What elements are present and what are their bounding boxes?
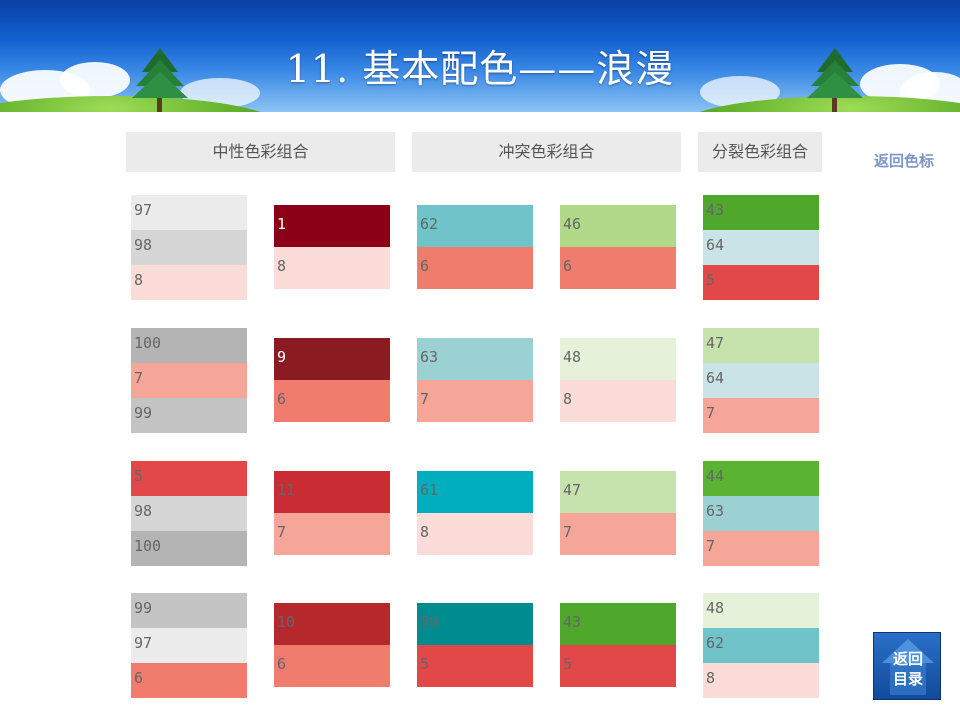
- color-swatch: 98: [131, 230, 247, 265]
- color-swatch: 46: [560, 205, 676, 247]
- color-swatch: 43: [703, 195, 819, 230]
- color-swatch: 6: [131, 663, 247, 698]
- conflict-palette: 63 7: [417, 338, 533, 422]
- color-swatch: 6: [560, 247, 676, 289]
- neutral-palette: 5 98 100: [131, 461, 247, 566]
- color-swatch: 8: [560, 380, 676, 422]
- color-swatch: 8: [703, 663, 819, 698]
- color-swatch: 64: [703, 230, 819, 265]
- color-swatch: 47: [703, 328, 819, 363]
- accent-palette: 9 6: [274, 338, 390, 422]
- column-header-conflict: 冲突色彩组合: [412, 132, 681, 172]
- accent-palette: 11 7: [274, 471, 390, 555]
- color-swatch: 63: [417, 338, 533, 380]
- color-swatch: 7: [560, 513, 676, 555]
- column-header-split: 分裂色彩组合: [698, 132, 822, 172]
- color-swatch: 5: [417, 645, 533, 687]
- tree-icon: [132, 48, 188, 112]
- tree-icon: [807, 48, 863, 112]
- color-swatch: 7: [703, 531, 819, 566]
- back-to-contents-button[interactable]: 返回 目录: [873, 632, 941, 700]
- color-swatch: 64: [703, 363, 819, 398]
- nav-button-line1: 返回: [892, 650, 923, 668]
- column-header-neutral: 中性色彩组合: [126, 132, 395, 172]
- color-swatch: 5: [131, 461, 247, 496]
- home-icon: [882, 639, 934, 695]
- split-palette: 47 64 7: [703, 328, 819, 433]
- accent-palette: 1 8: [274, 205, 390, 289]
- color-swatch: 62: [417, 205, 533, 247]
- conflict-palette: 59 5: [417, 603, 533, 687]
- color-swatch: 100: [131, 328, 247, 363]
- color-swatch: 8: [417, 513, 533, 555]
- color-swatch: 6: [274, 645, 390, 687]
- color-swatch: 63: [703, 496, 819, 531]
- color-swatch: 5: [703, 265, 819, 300]
- color-swatch: 11: [274, 471, 390, 513]
- conflict-palette: 61 8: [417, 471, 533, 555]
- nav-button-line2: 目录: [892, 670, 923, 688]
- cloud: [60, 62, 130, 98]
- split-palette: 43 64 5: [703, 195, 819, 300]
- color-swatch: 9: [274, 338, 390, 380]
- color-swatch: 99: [131, 593, 247, 628]
- conflict-palette: 46 6: [560, 205, 676, 289]
- color-swatch: 7: [417, 380, 533, 422]
- conflict-palette: 62 6: [417, 205, 533, 289]
- color-swatch: 62: [703, 628, 819, 663]
- neutral-palette: 99 97 6: [131, 593, 247, 698]
- color-swatch: 10: [274, 603, 390, 645]
- color-swatch: 7: [703, 398, 819, 433]
- conflict-palette: 43 5: [560, 603, 676, 687]
- color-swatch: 1: [274, 205, 390, 247]
- accent-palette: 10 6: [274, 603, 390, 687]
- color-swatch: 43: [560, 603, 676, 645]
- color-swatch: 6: [417, 247, 533, 289]
- color-swatch: 98: [131, 496, 247, 531]
- nav-button-label: 返回 目录: [874, 649, 940, 689]
- color-swatch: 8: [274, 247, 390, 289]
- color-swatch: 61: [417, 471, 533, 513]
- color-swatch: 5: [560, 645, 676, 687]
- page-title: 11. 基本配色——浪漫: [285, 47, 675, 91]
- header-banner: 11. 基本配色——浪漫: [0, 0, 960, 112]
- color-swatch: 97: [131, 628, 247, 663]
- color-swatch: 47: [560, 471, 676, 513]
- color-swatch: 7: [274, 513, 390, 555]
- color-swatch: 59: [417, 603, 533, 645]
- neutral-palette: 97 98 8: [131, 195, 247, 300]
- color-swatch: 99: [131, 398, 247, 433]
- neutral-palette: 100 7 99: [131, 328, 247, 433]
- color-swatch: 97: [131, 195, 247, 230]
- color-swatch: 100: [131, 531, 247, 566]
- color-swatch: 48: [560, 338, 676, 380]
- color-swatch: 6: [274, 380, 390, 422]
- color-swatch: 44: [703, 461, 819, 496]
- split-palette: 48 62 8: [703, 593, 819, 698]
- color-swatch: 8: [131, 265, 247, 300]
- color-swatch: 48: [703, 593, 819, 628]
- color-swatch: 7: [131, 363, 247, 398]
- split-palette: 44 63 7: [703, 461, 819, 566]
- conflict-palette: 48 8: [560, 338, 676, 422]
- conflict-palette: 47 7: [560, 471, 676, 555]
- back-to-color-index-link[interactable]: 返回色标: [874, 152, 935, 170]
